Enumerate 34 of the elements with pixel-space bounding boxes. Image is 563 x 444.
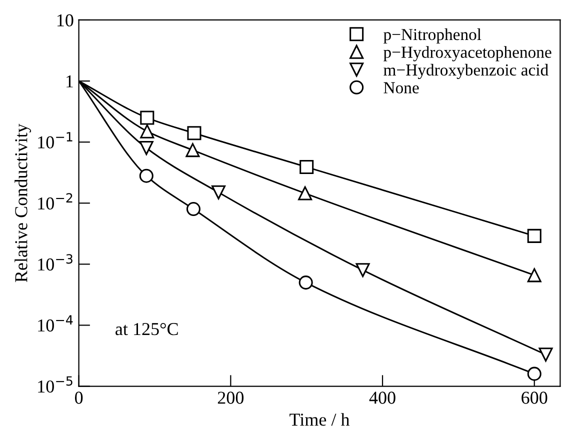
legend-label: m−Hydroxybenzoic acid [384, 64, 548, 80]
y-tick-label: 10$^{−5}$ [38, 376, 72, 393]
legend-label: None [384, 82, 419, 94]
point [356, 263, 370, 278]
point [527, 268, 542, 282]
point [527, 366, 542, 381]
point [186, 143, 200, 158]
y-tick-label: 10 [57, 14, 74, 26]
point [140, 124, 154, 138]
point [298, 186, 312, 200]
y-tick-label: 10$^{−3}$ [38, 254, 72, 271]
point [538, 348, 553, 362]
point [212, 185, 226, 200]
x-tick-label: 0 [74, 392, 83, 404]
point [139, 140, 154, 156]
y-tick-label: 10$^{−2}$ [38, 193, 72, 210]
point [186, 202, 200, 216]
point [140, 110, 154, 125]
y-axis-title: Relative Conductivity [14, 124, 32, 282]
x-tick-label: 200 [218, 392, 244, 404]
legend-label: p−Hydroxyacetophenone [384, 46, 552, 62]
legend-label: p−Nitrophenol [384, 28, 482, 44]
y-tick-label: 10$^{−1}$ [38, 132, 72, 148]
point [187, 126, 202, 140]
annotation: at 125°C [116, 322, 178, 336]
y-tick-label: 1 [66, 75, 73, 88]
point [139, 168, 154, 183]
x-tick-label: 600 [522, 392, 548, 404]
y-tick-label: 10$^{−4}$ [38, 315, 73, 332]
point [298, 276, 313, 290]
x-axis-title: Time / h [290, 413, 350, 426]
point [527, 228, 542, 243]
point [300, 160, 314, 174]
x-tick-label: 400 [369, 392, 396, 404]
